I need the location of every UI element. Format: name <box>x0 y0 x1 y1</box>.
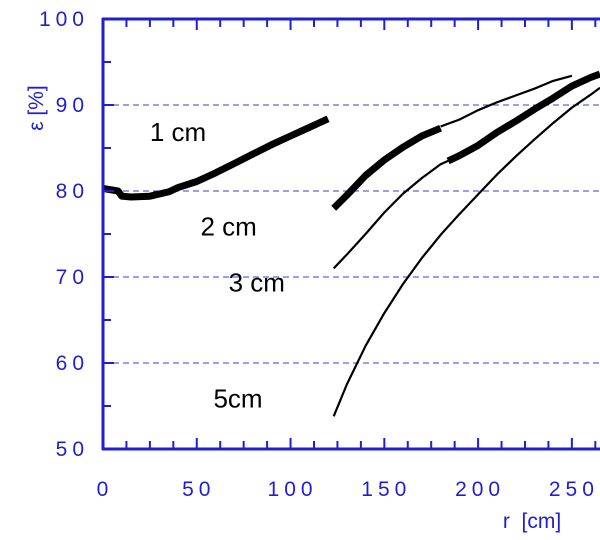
tick-marks <box>102 18 597 450</box>
x-tick-label: 200 <box>455 478 505 501</box>
y-tick-label: 80 <box>56 180 89 203</box>
series-label-3cm: 3 cm <box>229 268 285 298</box>
y-axis-title: ε [%] <box>25 85 48 131</box>
curves <box>102 70 600 417</box>
series-labels: 1 cm 2 cm 3 cm 5cm <box>150 117 285 414</box>
series-label-2cm: 2 cm <box>200 212 256 242</box>
2cm-curve-2 <box>440 74 573 128</box>
x-tick-label: 150 <box>361 478 411 501</box>
x-tick-label: 250 <box>549 478 599 501</box>
y-tick-label: 60 <box>56 352 89 375</box>
1cm-curve-0 <box>102 115 330 201</box>
tick-labels: 0 50 100 150 200 250 50 60 70 80 90 100 <box>39 8 599 501</box>
series-label-5cm: 5cm <box>213 384 262 414</box>
x-tick-label: 100 <box>268 478 318 501</box>
y-tick-label: 100 <box>39 8 89 31</box>
plot-frame <box>101 17 600 451</box>
series-label-1cm: 1 cm <box>150 117 206 147</box>
5cm-curve-5 <box>332 86 600 417</box>
y-tick-label: 90 <box>56 94 89 117</box>
y-tick-label: 50 <box>56 438 89 461</box>
unlabeled-curve-3 <box>446 70 600 165</box>
2cm-curve-1 <box>331 124 442 211</box>
3cm-curve-4 <box>332 159 449 270</box>
x-axis-title: r [cm] <box>503 510 561 533</box>
x-tick-label: 0 <box>97 478 114 501</box>
grid-lines <box>103 104 600 364</box>
y-tick-label: 70 <box>56 266 89 289</box>
x-tick-label: 50 <box>182 478 215 501</box>
